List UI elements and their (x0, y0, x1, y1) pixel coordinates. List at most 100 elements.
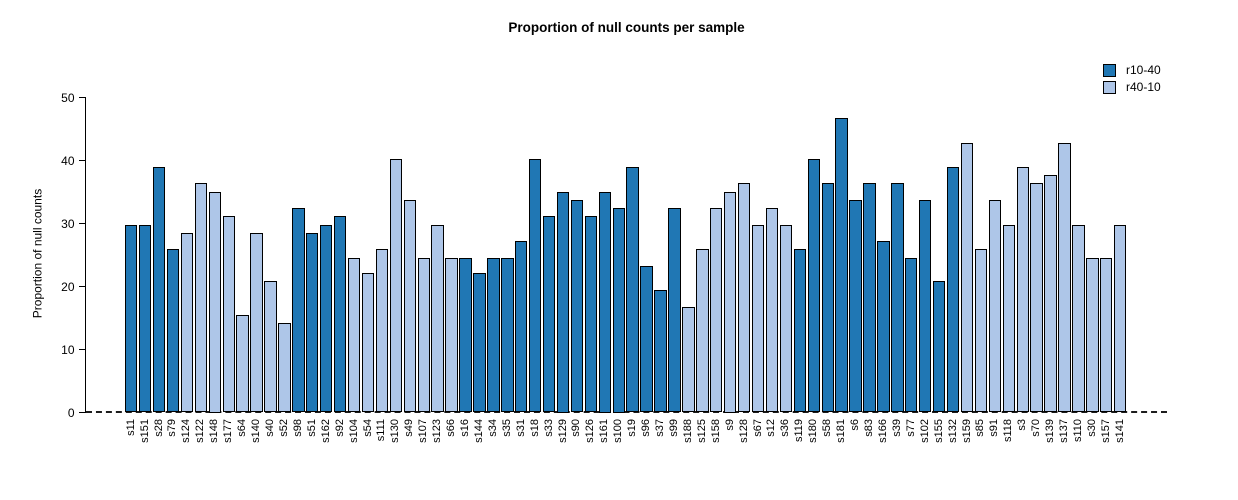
x-tick-label-s49: s49 (403, 418, 416, 437)
x-tick-label-s19: s19 (626, 418, 639, 437)
bar-s157 (1100, 258, 1113, 413)
bar-s31 (515, 241, 528, 413)
bar-s35 (501, 258, 514, 413)
bar-s66 (445, 258, 458, 413)
x-tick-label-s122: s122 (194, 418, 207, 443)
bar-s124 (180, 232, 194, 413)
bar-s36 (779, 225, 793, 413)
x-tick-label-s54: s54 (361, 418, 374, 437)
bar-s140 (250, 232, 263, 413)
bar-s64 (236, 314, 249, 413)
bar-s18 (528, 159, 542, 413)
bar-s151 (138, 225, 152, 413)
x-tick-label-s85: s85 (974, 418, 987, 437)
x-tick-label-s158: s158 (709, 418, 722, 443)
x-tick-label-s9: s9 (723, 418, 736, 431)
y-tick-mark (78, 348, 86, 351)
bar-s180 (807, 159, 820, 413)
bar-s54 (361, 273, 375, 413)
y-tick-label: 10 (61, 342, 75, 357)
bar-s3 (1016, 166, 1029, 413)
x-tick-label-s6: s6 (849, 418, 862, 431)
bar-s162 (320, 225, 333, 413)
x-tick-label-s118: s118 (1002, 418, 1015, 442)
bar-s159 (960, 142, 974, 413)
x-tick-label-s40: s40 (264, 418, 276, 437)
x-tick-label-s159: s159 (960, 418, 973, 443)
bar-s130 (389, 159, 403, 413)
bar-s52 (278, 323, 291, 413)
legend-label-r10-40: r10-40 (1126, 63, 1161, 77)
bar-s39 (891, 183, 904, 413)
x-tick-label-s119: s119 (793, 418, 806, 442)
x-tick-label-s128: s128 (737, 418, 750, 443)
x-tick-label-s98: s98 (291, 418, 304, 437)
x-tick-label-s16: s16 (459, 418, 472, 437)
x-tick-label-s31: s31 (514, 418, 527, 437)
y-tick-label: 0 (67, 405, 75, 420)
x-tick-label-s18: s18 (528, 418, 541, 437)
x-tick-label-s90: s90 (570, 418, 583, 437)
x-tick-label-s66: s66 (445, 418, 458, 437)
legend-swatch-r40-10-icon (1103, 81, 1116, 94)
x-tick-label-s77: s77 (904, 418, 917, 437)
bar-s6 (849, 199, 862, 413)
x-tick-label-s70: s70 (1030, 418, 1043, 437)
legend-row: r10-40 (1103, 64, 1161, 77)
x-tick-label-s100: s100 (612, 418, 625, 443)
bar-s118 (1002, 225, 1015, 413)
legend-label-r40-10: r40-10 (1126, 80, 1161, 94)
x-tick-label-s110: s110 (1071, 418, 1084, 442)
y-tick-mark (78, 159, 86, 162)
x-tick-label-s96: s96 (640, 418, 653, 437)
bar-s34 (487, 258, 500, 413)
y-tick-mark (78, 411, 86, 414)
x-tick-label-s104: s104 (347, 418, 360, 443)
bar-s83 (863, 183, 876, 413)
bar-s85 (974, 249, 988, 413)
x-tick-label-s99: s99 (667, 418, 680, 437)
x-tick-label-s36: s36 (779, 418, 792, 437)
x-tick-label-s111: s111 (375, 418, 388, 441)
bar-s49 (403, 199, 416, 413)
x-tick-label-s132: s132 (946, 418, 959, 443)
bar-s132 (946, 166, 960, 413)
bar-s98 (292, 208, 305, 413)
bar-s125 (696, 249, 709, 413)
bar-s37 (654, 290, 667, 413)
bar-s166 (877, 241, 890, 413)
x-tick-label-s33: s33 (542, 418, 555, 437)
x-tick-label-s130: s130 (389, 418, 402, 443)
x-tick-label-s35: s35 (500, 418, 513, 437)
bar-s102 (919, 199, 932, 413)
x-tick-label-s139: s139 (1044, 418, 1057, 443)
x-tick-label-s12: s12 (765, 418, 778, 437)
x-tick-label-s79: s79 (166, 418, 179, 437)
x-tick-label-s181: s181 (835, 418, 848, 443)
chart-title: Proportion of null counts per sample (508, 20, 745, 35)
bar-s129 (556, 192, 570, 413)
bar-s110 (1072, 225, 1085, 413)
x-tick-label-s137: s137 (1058, 418, 1070, 443)
y-tick-label: 40 (61, 153, 75, 168)
bar-s107 (417, 258, 430, 413)
bar-s126 (584, 215, 598, 413)
x-tick-label-s30: s30 (1085, 418, 1098, 437)
x-tick-label-s107: s107 (417, 418, 430, 443)
x-tick-label-s166: s166 (876, 418, 889, 443)
x-tick-label-s151: s151 (138, 418, 151, 443)
bar-s122 (194, 183, 208, 413)
x-tick-label-s162: s162 (319, 418, 332, 443)
bar-s123 (431, 225, 444, 413)
bar-s119 (793, 248, 807, 413)
y-tick-label: 30 (61, 216, 75, 231)
y-tick-mark (78, 285, 86, 288)
bar-s128 (737, 183, 751, 413)
y-tick-label: 20 (61, 279, 75, 294)
bar-s70 (1030, 183, 1043, 413)
y-tick-label: 50 (61, 90, 75, 105)
x-tick-label-s161: s161 (598, 418, 611, 443)
x-tick-label-s124: s124 (180, 418, 193, 443)
x-tick-label-s58: s58 (821, 418, 834, 437)
